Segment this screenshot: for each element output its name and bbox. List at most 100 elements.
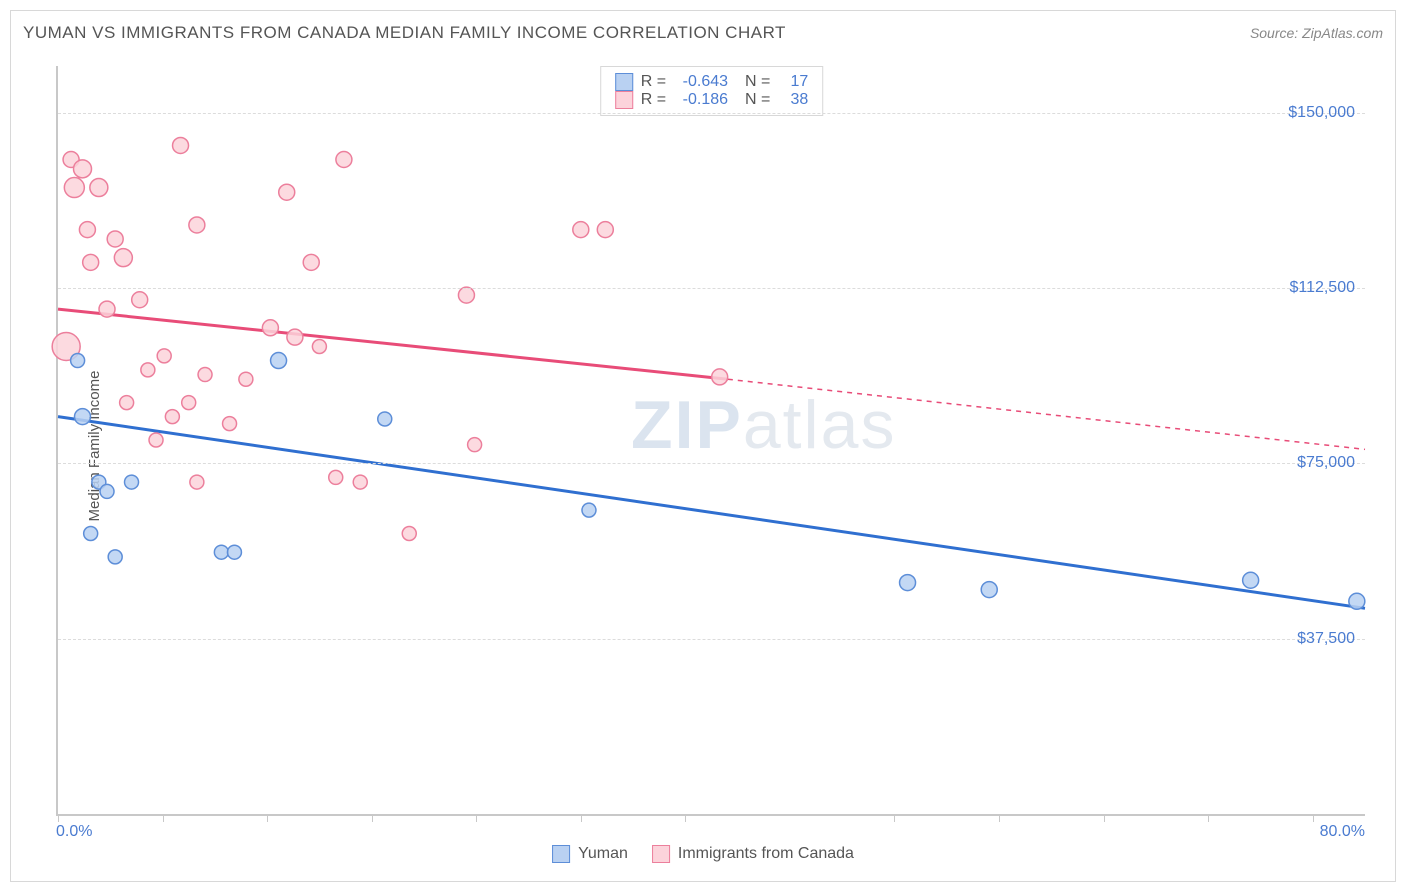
correlation-stats-box: R = -0.643 N = 17 R = -0.186 N = 38 — [600, 66, 824, 116]
n-label: N = — [736, 91, 770, 109]
source-attribution: Source: ZipAtlas.com — [1250, 25, 1383, 41]
legend-label-immigrants: Immigrants from Canada — [678, 845, 854, 863]
data-point — [74, 160, 92, 178]
r-label: R = — [641, 73, 666, 91]
trendline-yuman — [58, 417, 1365, 609]
chart-title: YUMAN VS IMMIGRANTS FROM CANADA MEDIAN F… — [23, 23, 786, 43]
data-point — [214, 545, 228, 559]
data-point — [107, 231, 123, 247]
gridline — [58, 288, 1365, 289]
stats-row-immigrants: R = -0.186 N = 38 — [615, 91, 809, 109]
swatch-yuman — [552, 845, 570, 863]
trendline-immigrants-from-canada — [58, 309, 728, 379]
x-tick — [58, 814, 59, 822]
data-point — [99, 301, 115, 317]
data-point — [353, 475, 367, 489]
data-point — [312, 340, 326, 354]
data-point — [114, 249, 132, 267]
scatter-plot-svg — [58, 66, 1365, 814]
data-point — [402, 527, 416, 541]
data-point — [582, 503, 596, 517]
n-label: N = — [736, 73, 770, 91]
data-point — [303, 254, 319, 270]
data-point — [239, 372, 253, 386]
data-point — [100, 484, 114, 498]
x-tick — [476, 814, 477, 822]
n-value-yuman: 17 — [778, 73, 808, 91]
data-point — [900, 575, 916, 591]
chart-container: YUMAN VS IMMIGRANTS FROM CANADA MEDIAN F… — [10, 10, 1396, 882]
swatch-immigrants — [615, 91, 633, 109]
x-tick — [999, 814, 1000, 822]
y-tick-label: $75,000 — [1297, 454, 1355, 472]
x-tick — [267, 814, 268, 822]
data-point — [125, 475, 139, 489]
data-point — [79, 222, 95, 238]
data-point — [108, 550, 122, 564]
data-point — [165, 410, 179, 424]
data-point — [83, 254, 99, 270]
data-point — [173, 137, 189, 153]
data-point — [1349, 593, 1365, 609]
header-row: YUMAN VS IMMIGRANTS FROM CANADA MEDIAN F… — [23, 23, 1383, 43]
stats-row-yuman: R = -0.643 N = 17 — [615, 73, 809, 91]
data-point — [262, 320, 278, 336]
r-value-yuman: -0.643 — [674, 73, 728, 91]
data-point — [1243, 572, 1259, 588]
data-point — [149, 433, 163, 447]
swatch-yuman — [615, 73, 633, 91]
data-point — [223, 417, 237, 431]
data-point — [458, 287, 474, 303]
data-point — [64, 178, 84, 198]
plot-area: ZIPatlas R = -0.643 N = 17 R = -0.186 N … — [56, 66, 1365, 816]
data-point — [90, 179, 108, 197]
data-point — [597, 222, 613, 238]
data-point — [198, 368, 212, 382]
data-point — [329, 470, 343, 484]
y-tick-label: $37,500 — [1297, 630, 1355, 648]
x-tick — [581, 814, 582, 822]
x-tick — [1104, 814, 1105, 822]
series-legend: Yuman Immigrants from Canada — [552, 845, 854, 863]
r-label: R = — [641, 91, 666, 109]
gridline — [58, 639, 1365, 640]
data-point — [132, 292, 148, 308]
data-point — [336, 152, 352, 168]
data-point — [189, 217, 205, 233]
data-point — [157, 349, 171, 363]
gridline — [58, 113, 1365, 114]
data-point — [182, 396, 196, 410]
data-point — [981, 582, 997, 598]
y-tick-label: $112,500 — [1289, 279, 1355, 297]
swatch-immigrants — [652, 845, 670, 863]
data-point — [84, 527, 98, 541]
data-point — [271, 353, 287, 369]
r-value-immigrants: -0.186 — [674, 91, 728, 109]
x-axis-max-label: 80.0% — [1320, 823, 1365, 841]
legend-item-immigrants: Immigrants from Canada — [652, 845, 854, 863]
data-point — [378, 412, 392, 426]
data-point — [279, 184, 295, 200]
x-tick — [1313, 814, 1314, 822]
n-value-immigrants: 38 — [778, 91, 808, 109]
data-point — [120, 396, 134, 410]
data-point — [71, 354, 85, 368]
data-point — [287, 329, 303, 345]
x-tick — [372, 814, 373, 822]
data-point — [190, 475, 204, 489]
data-point — [75, 409, 91, 425]
data-point — [712, 369, 728, 385]
x-tick — [894, 814, 895, 822]
data-point — [141, 363, 155, 377]
legend-item-yuman: Yuman — [552, 845, 628, 863]
legend-label-yuman: Yuman — [578, 845, 628, 863]
x-tick — [163, 814, 164, 822]
data-point — [573, 222, 589, 238]
x-tick — [1208, 814, 1209, 822]
trendline-dashed — [728, 379, 1365, 449]
x-axis-min-label: 0.0% — [56, 823, 92, 841]
gridline — [58, 463, 1365, 464]
data-point — [468, 438, 482, 452]
data-point — [227, 545, 241, 559]
y-tick-label: $150,000 — [1288, 104, 1355, 122]
